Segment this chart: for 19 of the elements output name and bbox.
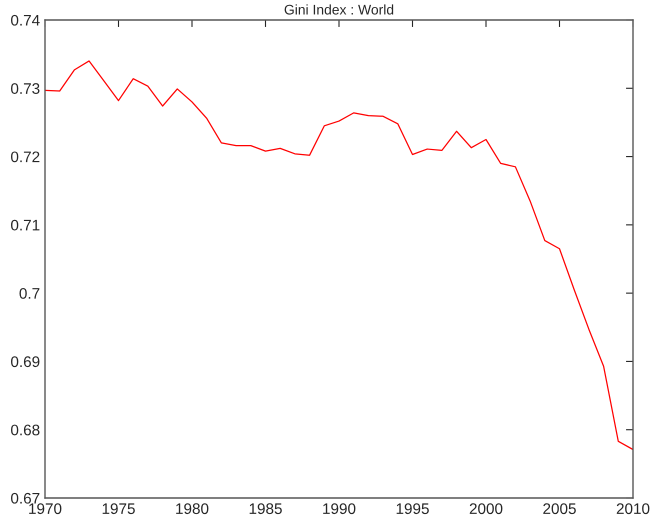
x-tick-label: 2000 (470, 503, 502, 514)
x-tick-label: 1975 (102, 503, 135, 514)
y-tick-label: 0.69 (11, 356, 40, 368)
y-tick-label: 0.72 (11, 151, 40, 162)
x-tick-label: 1980 (176, 503, 208, 514)
x-tick-label: 1990 (323, 503, 356, 514)
x-tick-label: 1995 (396, 503, 429, 514)
y-tick-label: 0.7 (20, 288, 40, 299)
y-tick-label: 0.73 (11, 83, 40, 94)
chart-title: Gini Index : World (284, 4, 394, 15)
x-tick-label: 2010 (616, 503, 650, 514)
x-tick-label: 1970 (29, 503, 62, 514)
y-tick-label: 0.67 (11, 492, 40, 504)
y-tick-label: 0.71 (11, 220, 40, 231)
y-tick-label: 0.74 (11, 14, 40, 26)
x-tick-label: 2005 (543, 503, 576, 514)
y-tick-label: 0.68 (11, 424, 40, 436)
line-series (45, 60, 633, 450)
x-tick-label: 1985 (250, 503, 282, 514)
